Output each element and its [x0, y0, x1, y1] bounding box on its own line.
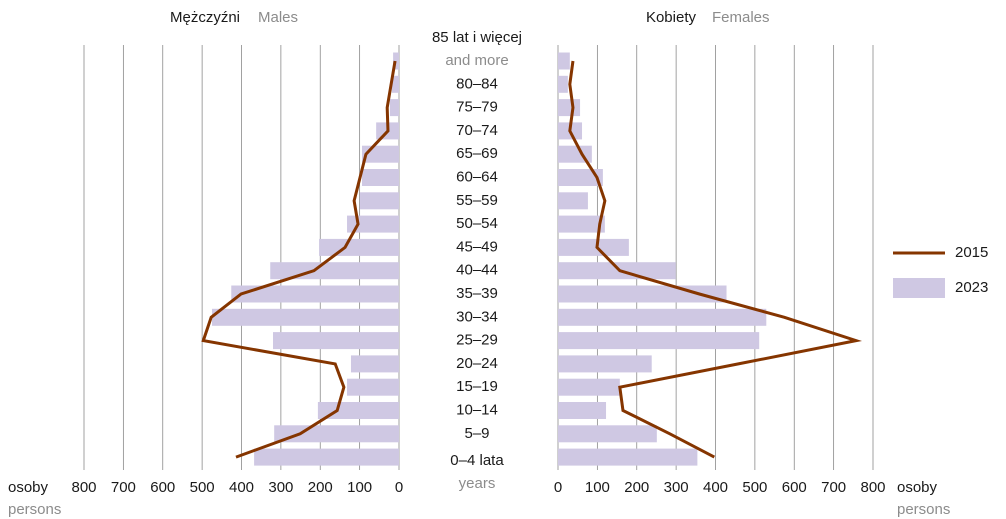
category-label: 20–24	[456, 355, 498, 372]
bar	[231, 285, 399, 303]
bar	[319, 238, 399, 256]
bar	[347, 215, 399, 233]
category-label: 60–64	[456, 168, 498, 185]
right-axis-label: osoby	[897, 479, 938, 496]
bar	[211, 308, 399, 326]
category-subtitle: years	[459, 475, 496, 492]
category-label: 50–54	[456, 215, 498, 232]
x-tick-label: 400	[703, 479, 728, 496]
x-tick-label: 800	[860, 479, 885, 496]
bar	[558, 425, 657, 443]
bar	[558, 262, 676, 280]
x-tick-label: 800	[71, 479, 96, 496]
category-label: 65–69	[456, 145, 498, 162]
x-tick-label: 300	[268, 479, 293, 496]
x-tick-label: 0	[395, 479, 403, 496]
bar	[254, 448, 399, 466]
bar	[558, 308, 767, 326]
x-tick-label: 500	[742, 479, 767, 496]
bar	[558, 52, 570, 70]
bar	[350, 355, 399, 373]
category-label: 85 lat i więcej	[432, 29, 522, 46]
category-label: 35–39	[456, 285, 498, 302]
category-label: 55–59	[456, 192, 498, 209]
bar	[558, 75, 568, 93]
legend-label: 2023	[955, 279, 988, 296]
bar	[558, 355, 652, 373]
bar	[361, 169, 399, 186]
category-label: 75–79	[456, 99, 498, 116]
x-tick-label: 500	[190, 479, 215, 496]
line	[568, 60, 863, 459]
bar	[393, 52, 399, 70]
category-label: 70–74	[456, 122, 498, 139]
x-tick-label: 400	[229, 479, 254, 496]
x-tick-label: 100	[585, 479, 610, 496]
category-label: 30–34	[456, 308, 498, 325]
category-subtitle: and more	[445, 52, 508, 69]
bar	[274, 425, 399, 443]
bar	[558, 378, 620, 396]
bar	[558, 332, 760, 350]
x-tick-label: 300	[664, 479, 689, 496]
category-label: 10–14	[456, 401, 498, 418]
x-tick-label: 600	[150, 479, 175, 496]
bar	[273, 332, 399, 350]
line	[201, 60, 397, 459]
right-title: Kobiety	[646, 9, 697, 26]
category-label: 15–19	[456, 378, 498, 395]
category-label: 25–29	[456, 332, 498, 349]
bar	[360, 192, 399, 210]
bar	[558, 215, 605, 233]
bar	[558, 402, 607, 419]
left-title: Mężczyźni	[170, 9, 240, 26]
left-axis-label: osoby	[8, 479, 49, 496]
bar	[558, 99, 581, 117]
bar	[558, 192, 588, 210]
category-label: 80–84	[456, 75, 498, 92]
bar	[558, 169, 603, 186]
right-axis-label-en: persons	[897, 501, 950, 518]
bar	[270, 262, 399, 280]
left-axis-label-en: persons	[8, 501, 61, 518]
category-label: 40–44	[456, 262, 498, 279]
bar	[558, 448, 698, 466]
x-tick-label: 200	[624, 479, 649, 496]
x-tick-label: 700	[821, 479, 846, 496]
x-tick-label: 700	[111, 479, 136, 496]
legend-label: 2015	[955, 244, 988, 261]
x-tick-label: 200	[308, 479, 333, 496]
bar	[391, 75, 399, 93]
x-tick-label: 600	[782, 479, 807, 496]
left-title-en: Males	[258, 9, 298, 26]
x-tick-label: 100	[347, 479, 372, 496]
category-label: 5–9	[464, 425, 489, 442]
category-label: 0–4 lata	[450, 452, 504, 469]
right-title-en: Females	[712, 9, 770, 26]
bar	[347, 378, 399, 396]
legend-swatch	[893, 278, 945, 298]
category-label: 45–49	[456, 238, 498, 255]
x-tick-label: 0	[554, 479, 562, 496]
bar	[389, 99, 399, 117]
bar	[558, 238, 629, 256]
